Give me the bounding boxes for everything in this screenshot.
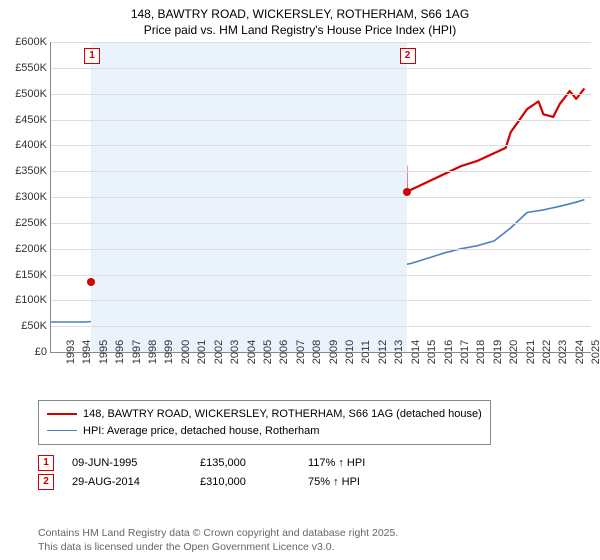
y-tick-label: £250K	[15, 217, 51, 229]
event-index-box: 1	[38, 455, 54, 471]
gridline-h	[51, 300, 591, 301]
event-price: £135,000	[200, 457, 290, 469]
x-tick-label: 2025	[576, 340, 600, 364]
price-point-dot	[403, 188, 411, 196]
gridline-h	[51, 68, 591, 69]
chart-title: 148, BAWTRY ROAD, WICKERSLEY, ROTHERHAM,…	[0, 0, 600, 40]
legend-row: 148, BAWTRY ROAD, WICKERSLEY, ROTHERHAM,…	[47, 406, 482, 423]
y-tick-label: £550K	[15, 62, 51, 74]
y-tick-label: £500K	[15, 88, 51, 100]
attribution-line2: This data is licensed under the Open Gov…	[38, 540, 398, 554]
legend-row: HPI: Average price, detached house, Roth…	[47, 423, 482, 440]
event-row: 2 29-AUG-2014 £310,000 75% ↑ HPI	[38, 474, 398, 490]
y-tick-label: £100K	[15, 294, 51, 306]
attribution-line1: Contains HM Land Registry data © Crown c…	[38, 526, 398, 540]
event-vs-hpi: 75% ↑ HPI	[308, 476, 398, 488]
y-tick-label: £50K	[21, 320, 51, 332]
event-index-box: 2	[38, 474, 54, 490]
y-tick-label: £600K	[15, 36, 51, 48]
event-date: 09-JUN-1995	[72, 457, 182, 469]
gridline-h	[51, 223, 591, 224]
event-price: £310,000	[200, 476, 290, 488]
price-events-table: 1 09-JUN-1995 £135,000 117% ↑ HPI 2 29-AUG-20…	[38, 452, 398, 493]
gridline-h	[51, 249, 591, 250]
legend-label: 148, BAWTRY ROAD, WICKERSLEY, ROTHERHAM,…	[83, 406, 482, 423]
gridline-h	[51, 94, 591, 95]
gridline-h	[51, 42, 591, 43]
event-marker-2: 2	[400, 48, 416, 64]
gridline-h	[51, 326, 591, 327]
price-point-dot	[87, 278, 95, 286]
event-marker-1: 1	[84, 48, 100, 64]
legend-swatch	[47, 413, 77, 415]
y-tick-label: £150K	[15, 269, 51, 281]
event-date: 29-AUG-2014	[72, 476, 182, 488]
title-line1: 148, BAWTRY ROAD, WICKERSLEY, ROTHERHAM,…	[4, 6, 596, 22]
gridline-h	[51, 275, 591, 276]
legend-swatch	[47, 430, 77, 431]
y-tick-label: £300K	[15, 191, 51, 203]
y-tick-label: £350K	[15, 165, 51, 177]
chart-attribution: Contains HM Land Registry data © Crown c…	[38, 526, 398, 554]
y-tick-label: £450K	[15, 114, 51, 126]
legend-label: HPI: Average price, detached house, Roth…	[83, 423, 319, 440]
chart-plot-area: £0£50K£100K£150K£200K£250K£300K£350K£400…	[50, 42, 591, 353]
event-vs-hpi: 117% ↑ HPI	[308, 457, 398, 469]
gridline-h	[51, 171, 591, 172]
gridline-h	[51, 197, 591, 198]
title-line2: Price paid vs. HM Land Registry's House …	[4, 22, 596, 38]
y-tick-label: £200K	[15, 243, 51, 255]
gridline-h	[51, 120, 591, 121]
chart-legend: 148, BAWTRY ROAD, WICKERSLEY, ROTHERHAM,…	[38, 400, 491, 445]
event-row: 1 09-JUN-1995 £135,000 117% ↑ HPI	[38, 455, 398, 471]
gridline-h	[51, 145, 591, 146]
y-tick-label: £0	[35, 346, 51, 358]
y-tick-label: £400K	[15, 139, 51, 151]
